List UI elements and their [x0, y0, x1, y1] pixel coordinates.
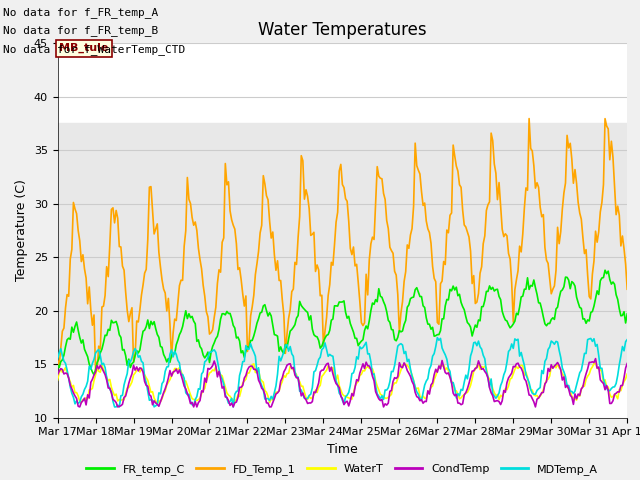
Bar [58, 123, 627, 364]
Text: No data for f_WaterTemp_CTD: No data for f_WaterTemp_CTD [3, 44, 186, 55]
Legend: FR_temp_C, FD_Temp_1, WaterT, CondTemp, MDTemp_A: FR_temp_C, FD_Temp_1, WaterT, CondTemp, … [82, 460, 603, 480]
Y-axis label: Temperature (C): Temperature (C) [15, 180, 28, 281]
Title: Water Temperatures: Water Temperatures [258, 21, 427, 39]
Text: MB_tule: MB_tule [60, 43, 109, 53]
Text: No data for f_FR_temp_A: No data for f_FR_temp_A [3, 7, 159, 18]
Text: No data for f_FR_temp_B: No data for f_FR_temp_B [3, 25, 159, 36]
X-axis label: Time: Time [327, 443, 358, 456]
